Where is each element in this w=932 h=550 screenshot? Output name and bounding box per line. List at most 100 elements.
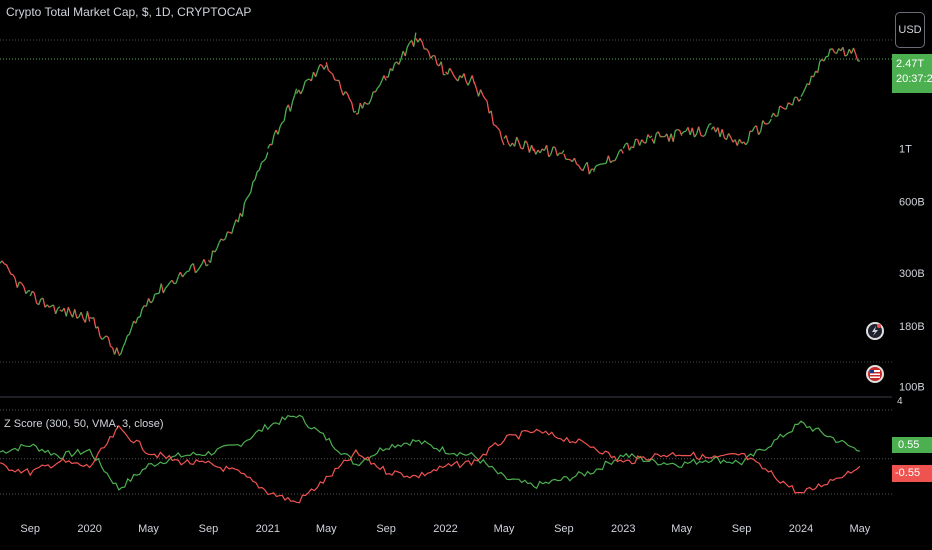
price-segment — [709, 123, 712, 125]
price-segment — [33, 293, 38, 304]
price-segment — [499, 130, 503, 140]
price-segment — [246, 195, 250, 199]
price-segment — [364, 101, 368, 105]
price-segment — [852, 47, 857, 55]
price-segment — [237, 213, 241, 223]
price-segment — [46, 304, 50, 308]
price-segment — [116, 347, 120, 355]
price-segment — [150, 300, 154, 304]
price-segment — [535, 149, 539, 155]
price-segment — [57, 306, 61, 309]
price-segment — [279, 122, 283, 127]
price-segment — [391, 63, 396, 72]
price-segment — [554, 147, 559, 157]
price-segment — [802, 88, 806, 94]
price-segment — [467, 80, 471, 86]
indicator-label[interactable]: Z Score (300, 50, VMA, 3, close) — [4, 418, 164, 430]
price-segment — [224, 231, 229, 239]
price-segment — [672, 130, 676, 142]
zscore-scale-top: 4 — [897, 396, 903, 407]
price-segment — [265, 152, 269, 160]
price-segment — [406, 42, 411, 48]
price-segment — [147, 298, 152, 304]
currency-button[interactable]: USD — [895, 12, 925, 48]
lightning-icon[interactable] — [866, 322, 884, 340]
price-segment — [67, 306, 72, 314]
price-segment — [653, 133, 657, 144]
price-segment — [1, 260, 5, 265]
price-segment — [214, 248, 218, 253]
time-tick-label: May — [850, 523, 871, 535]
price-segment — [231, 225, 235, 234]
price-segment — [351, 102, 355, 113]
price-segment — [728, 133, 732, 138]
price-segment — [632, 139, 637, 148]
time-tick-label: May — [494, 523, 515, 535]
price-segment — [800, 92, 804, 98]
price-segment — [145, 298, 150, 307]
price-segment — [804, 83, 808, 89]
time-tick-label: 2022 — [433, 523, 457, 535]
zscore-negative-tag: -0.55 — [892, 465, 932, 482]
price-segment — [736, 139, 741, 146]
price-segment — [374, 87, 379, 93]
price-segment — [71, 309, 76, 318]
price-segment — [561, 149, 565, 155]
price-tick-label: 180B — [899, 321, 925, 333]
price-segment — [370, 91, 374, 100]
price-segment — [552, 146, 556, 149]
price-segment — [855, 53, 859, 62]
price-segment — [475, 88, 480, 97]
price-segment — [419, 37, 423, 43]
price-segment — [310, 71, 315, 82]
price-segment — [639, 139, 643, 146]
price-segment — [819, 58, 823, 62]
price-segment — [657, 131, 662, 138]
price-segment — [545, 144, 550, 157]
price-segment — [505, 135, 509, 144]
price-segment — [218, 238, 222, 244]
price-segment — [227, 231, 230, 233]
price-segment — [497, 127, 501, 131]
price-segment — [38, 298, 42, 305]
price-segment — [182, 273, 186, 278]
price-segment — [486, 100, 490, 114]
price-segment — [785, 102, 789, 110]
price-segment — [252, 179, 256, 183]
price-segment — [787, 102, 791, 105]
price-segment — [668, 133, 672, 142]
price-segment — [798, 98, 802, 102]
price-segment — [158, 283, 162, 294]
price-segment — [346, 93, 351, 100]
price-segment — [808, 75, 813, 85]
price-segment — [772, 112, 777, 117]
price-segment — [530, 144, 535, 152]
price-segment — [19, 281, 22, 284]
price-segment — [107, 337, 112, 347]
price-segment — [610, 160, 614, 164]
price-segment — [175, 276, 179, 284]
price-segment — [130, 320, 135, 329]
price-segment — [197, 266, 201, 271]
price-segment — [614, 156, 618, 162]
price-segment — [76, 316, 80, 319]
price-segment — [597, 163, 601, 166]
time-tick-label: 2020 — [77, 523, 101, 535]
price-segment — [592, 166, 597, 172]
price-segment — [203, 259, 207, 267]
last-price-value: 2.47T — [896, 58, 925, 70]
price-segment — [595, 164, 599, 167]
flag-icon[interactable] — [866, 365, 884, 383]
price-segment — [755, 125, 760, 135]
price-segment — [220, 238, 224, 241]
time-tick-label: Sep — [732, 523, 752, 535]
countdown-timer: 20:37:21 — [896, 73, 932, 85]
price-segment — [567, 158, 571, 161]
price-segment — [338, 80, 342, 90]
price-segment — [254, 171, 258, 180]
price-segment — [12, 274, 16, 279]
price-segment — [124, 335, 128, 343]
price-segment — [302, 81, 306, 90]
price-segment — [641, 139, 645, 143]
